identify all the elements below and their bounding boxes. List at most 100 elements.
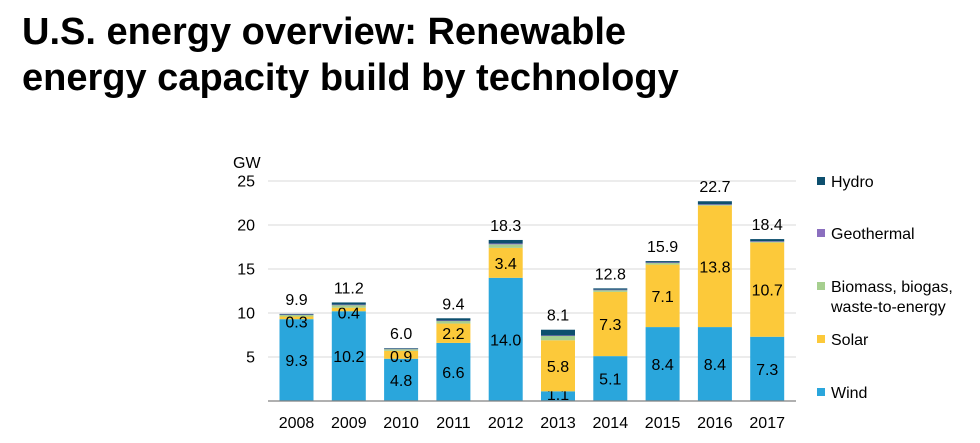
bar-geothermal: [436, 320, 471, 322]
bar-biomass: [488, 244, 523, 248]
bar-wind: [645, 327, 680, 401]
total-label: 22.7: [699, 179, 730, 196]
data-label-wind: 8.4: [704, 357, 726, 374]
bar-solar: [541, 340, 575, 392]
bar-hydro: [279, 313, 314, 315]
bar-biomass: [384, 349, 419, 351]
bar-wind: [541, 391, 575, 401]
bar-geothermal: [541, 335, 575, 337]
x-tick-label: 2011: [436, 415, 471, 432]
y-axis-label: GW: [233, 155, 261, 172]
bar-wind: [697, 327, 732, 401]
bar-solar: [645, 264, 680, 328]
legend-swatch-biomass: [817, 282, 825, 290]
bar-solar: [488, 247, 523, 278]
data-label-solar: 2.2: [442, 326, 464, 343]
data-label-wind: 9.3: [285, 353, 307, 370]
bar-geothermal: [593, 289, 628, 291]
legend-label-geothermal: Geothermal: [831, 226, 915, 243]
bar-biomass: [750, 241, 785, 243]
x-tick-label: 2008: [279, 415, 315, 432]
data-label-wind: 7.3: [756, 362, 778, 379]
legend-swatch-geothermal: [817, 229, 825, 237]
x-tick-label: 2009: [331, 415, 367, 432]
x-tick-label: 2013: [540, 415, 576, 432]
bar-biomass: [645, 262, 680, 265]
data-label-solar: 0.9: [390, 349, 412, 366]
bar-solar: [436, 323, 471, 343]
total-label: 18.3: [490, 218, 521, 235]
total-label: 11.2: [334, 280, 364, 297]
data-label-wind: 5.1: [599, 372, 621, 389]
bar-solar: [384, 350, 419, 359]
total-label: 15.9: [647, 239, 678, 256]
bar-hydro: [331, 302, 366, 305]
bar-hydro: [593, 288, 628, 290]
data-label-solar: 5.8: [547, 359, 569, 376]
bar-biomass: [331, 305, 366, 308]
x-tick-label: 2016: [697, 415, 733, 432]
chart-title-line-2: energy capacity build by technology: [22, 57, 679, 99]
bar-wind: [279, 319, 314, 401]
bar-wind: [750, 336, 785, 401]
y-tick-label: 20: [237, 218, 255, 235]
data-label-solar: 10.7: [752, 283, 783, 300]
bar-hydro: [488, 239, 523, 244]
x-tick-label: 2012: [488, 415, 524, 432]
bar-hydro: [436, 318, 471, 321]
bar-geothermal: [750, 241, 785, 242]
data-label-solar: 7.1: [651, 289, 673, 306]
total-label: 12.8: [595, 266, 626, 283]
bar-solar: [697, 205, 732, 328]
bar-hydro: [697, 201, 732, 205]
y-tick-label: 5: [246, 350, 255, 367]
total-label: 18.4: [752, 217, 783, 234]
bar-wind: [593, 356, 628, 401]
data-label-solar: 7.3: [599, 317, 621, 334]
y-tick-label: 10: [237, 306, 255, 323]
x-tick-label: 2017: [749, 415, 785, 432]
bar-solar: [750, 242, 785, 337]
bar-wind: [331, 311, 366, 401]
bar-hydro: [750, 239, 785, 242]
chart-title-line-1: U.S. energy overview: Renewable: [22, 11, 627, 53]
data-label-wind: 4.8: [390, 373, 412, 390]
total-label: 9.4: [442, 296, 464, 313]
bar-geothermal: [384, 348, 419, 350]
total-label: 8.1: [547, 308, 569, 325]
legend-label-solar: Solar: [831, 332, 869, 349]
bar-hydro: [645, 261, 680, 263]
legend-label-biomass: waste-to-energy: [830, 299, 946, 316]
bar-hydro: [384, 348, 419, 349]
data-label-solar: 3.4: [495, 256, 517, 273]
total-label: 6.0: [390, 326, 412, 343]
total-label: 9.9: [285, 292, 307, 309]
legend-swatch-hydro: [817, 177, 825, 185]
legend-label-hydro: Hydro: [831, 174, 874, 191]
bar-solar: [279, 316, 314, 320]
bar-biomass: [697, 204, 732, 206]
bar-wind: [384, 358, 419, 401]
bar-biomass: [593, 290, 628, 292]
legend-swatch-solar: [817, 335, 825, 343]
bar-wind: [488, 277, 523, 401]
data-label-wind: 14.0: [490, 332, 521, 349]
bar-geothermal: [645, 262, 680, 263]
data-label-solar: 13.8: [699, 259, 730, 276]
bar-solar: [593, 291, 628, 357]
legend-label-biomass: Biomass, biogas,: [831, 279, 953, 296]
bar-geothermal: [697, 204, 732, 205]
legend-swatch-wind: [817, 388, 825, 396]
data-label-wind: 10.2: [333, 349, 364, 366]
bar-hydro: [541, 329, 575, 336]
data-label-wind: 6.6: [442, 365, 464, 382]
x-tick-label: 2014: [593, 415, 629, 432]
y-tick-label: 15: [237, 262, 255, 279]
data-label-solar: 0.4: [338, 306, 360, 323]
y-tick-label: 25: [237, 174, 255, 191]
bar-geothermal: [331, 304, 366, 306]
bar-biomass: [541, 335, 575, 341]
data-label-solar: 0.3: [285, 315, 307, 332]
